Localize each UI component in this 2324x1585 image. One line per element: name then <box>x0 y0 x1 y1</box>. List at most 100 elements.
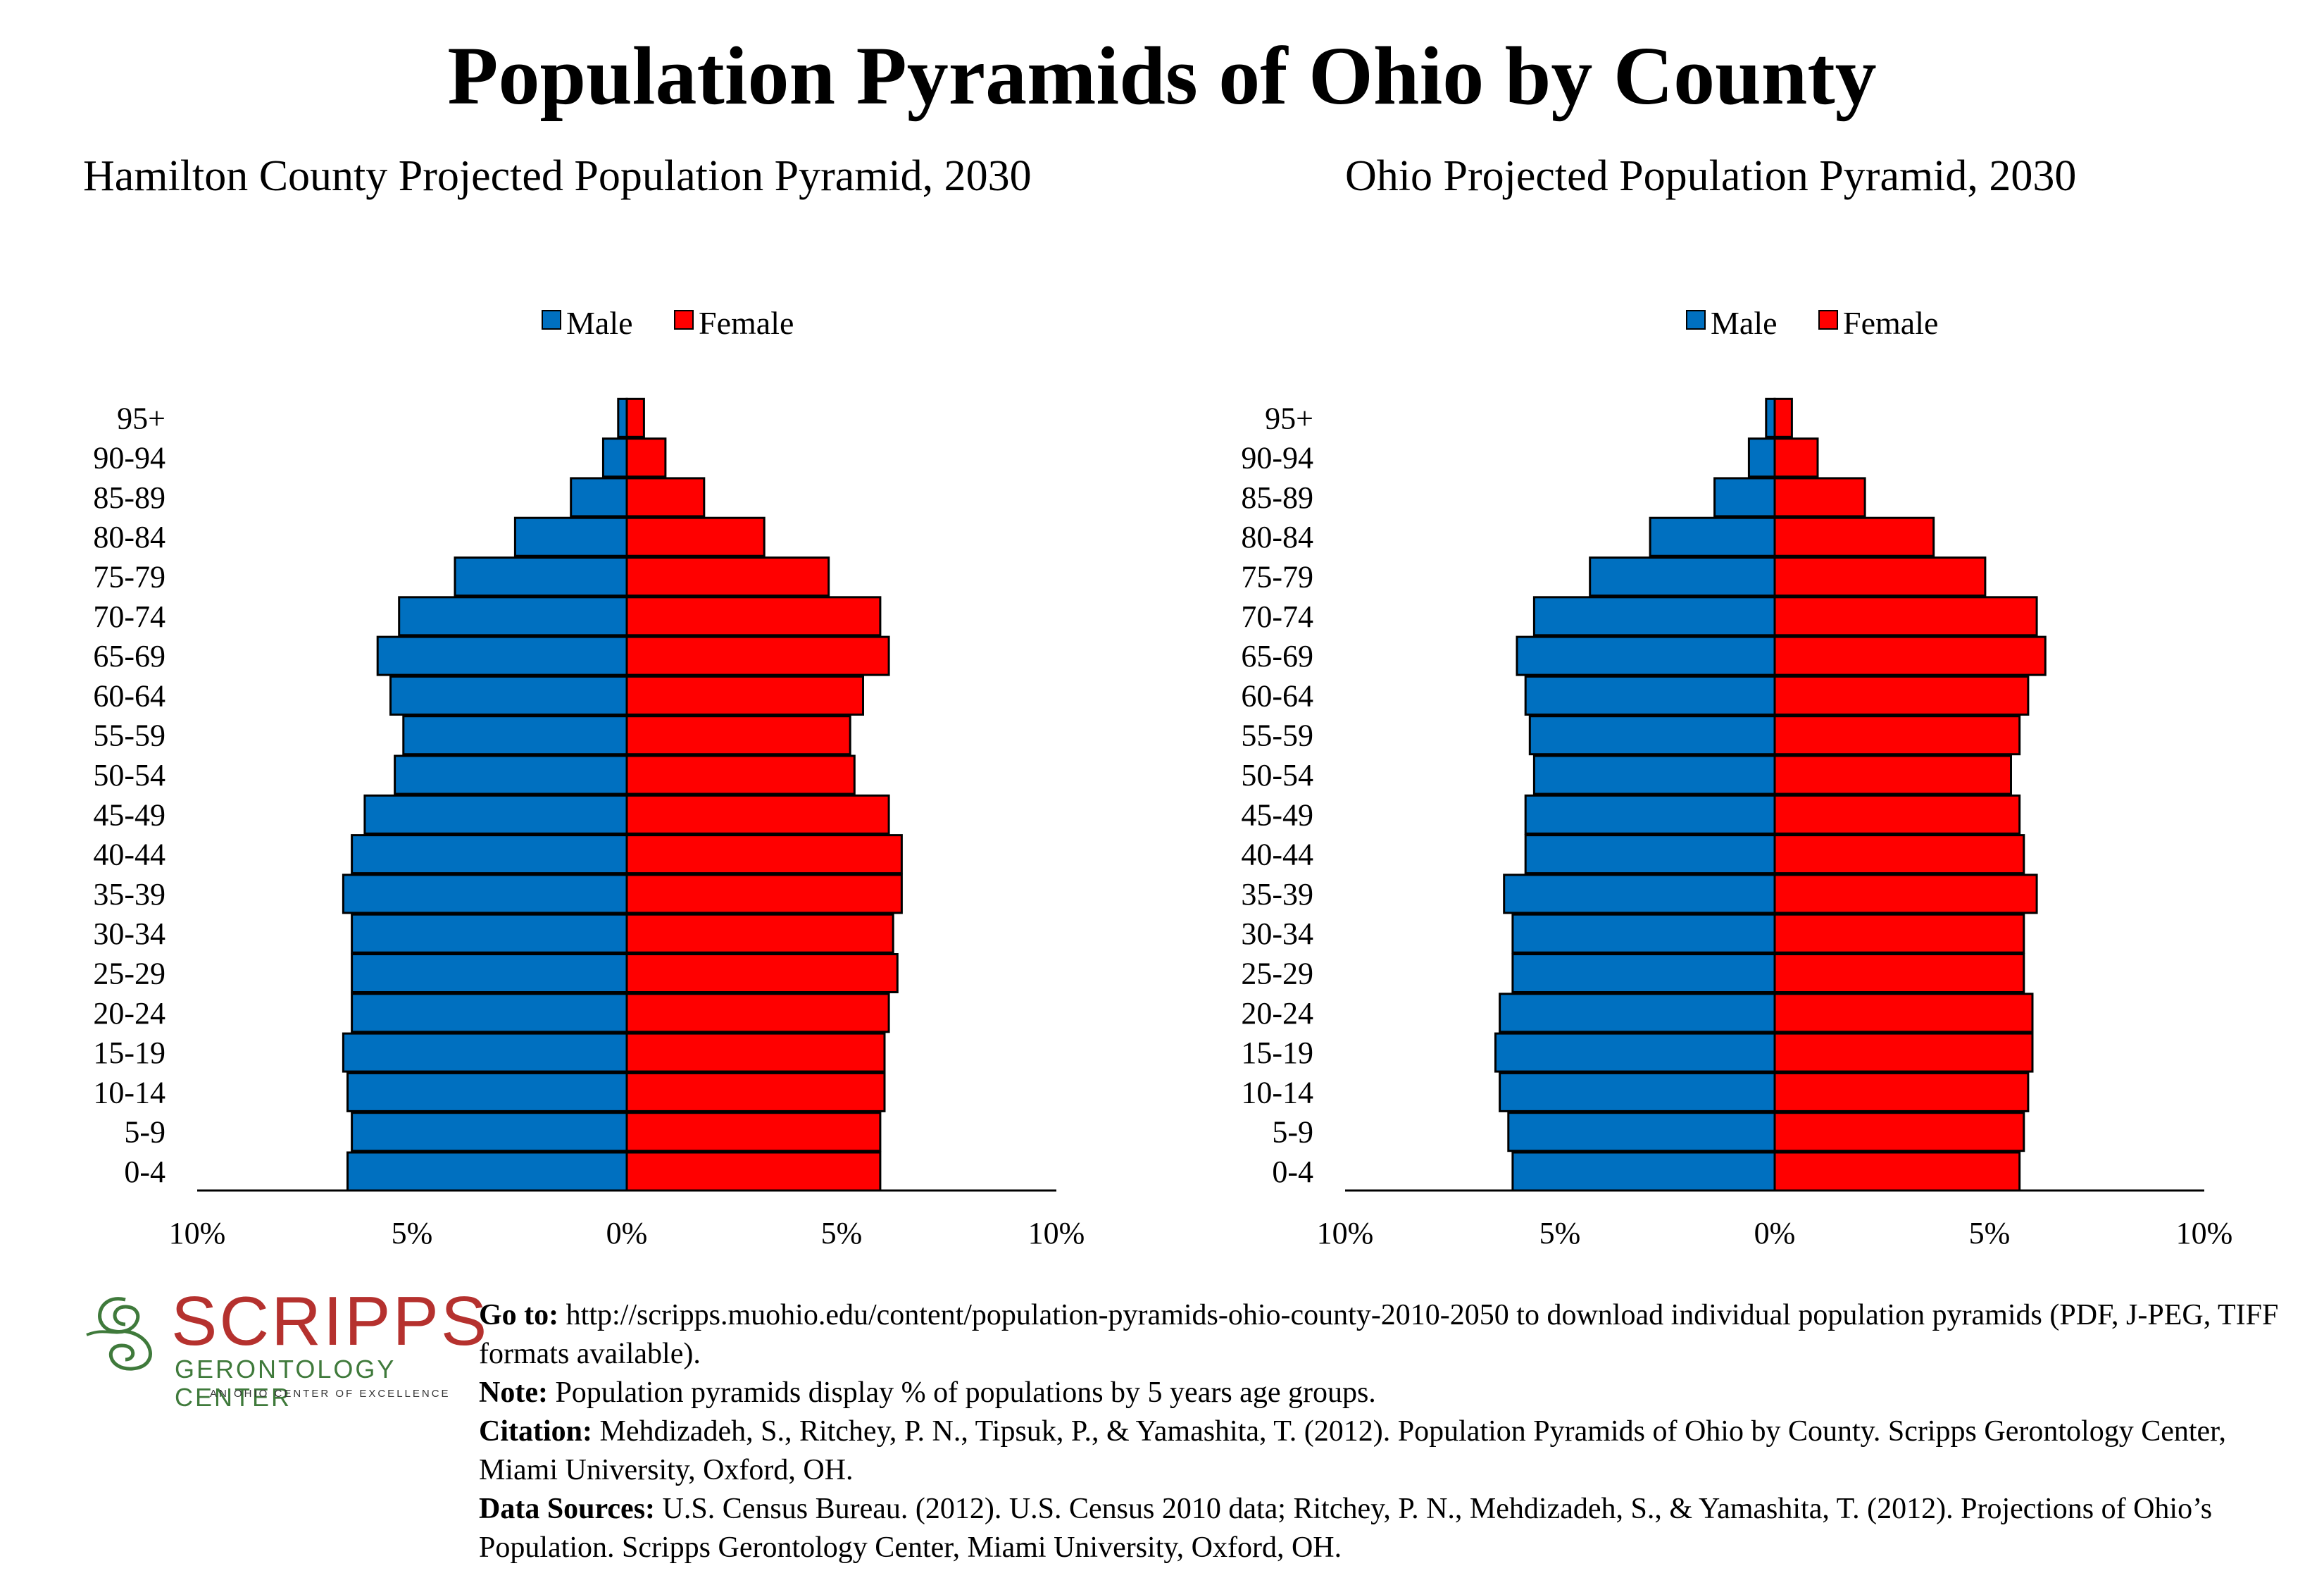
male-bar <box>1503 874 1776 914</box>
age-group-label: 60-64 <box>1241 678 1313 713</box>
x-tick-label: 5% <box>1969 1216 2011 1250</box>
male-bar <box>454 557 628 597</box>
female-bar <box>625 1032 886 1073</box>
x-tick-label: 10% <box>1317 1216 1374 1250</box>
age-group-label: 70-74 <box>93 599 165 634</box>
age-group-label: 35-39 <box>93 877 165 912</box>
male-bar <box>1494 1032 1776 1073</box>
x-tick-label: 5% <box>821 1216 863 1250</box>
male-bar <box>346 1071 628 1112</box>
pyramid-charts: Hamilton County Projected Population Pyr… <box>83 152 2232 1250</box>
age-group-label: 30-34 <box>1241 916 1313 951</box>
male-bar <box>351 834 628 875</box>
male-bar <box>1511 913 1776 954</box>
age-group-label: 45-49 <box>1241 797 1313 832</box>
legend-male-label: Male <box>566 305 633 341</box>
logo-wordmark: SCRIPPS <box>171 1282 489 1360</box>
age-group-label: 80-84 <box>1241 520 1313 554</box>
female-bar <box>1773 715 2021 756</box>
male-bar <box>351 993 628 1033</box>
male-bar <box>389 675 628 716</box>
male-bar <box>1649 516 1776 557</box>
female-bar <box>625 557 830 597</box>
female-bar <box>1773 516 1935 557</box>
chart-title: Hamilton County Projected Population Pyr… <box>83 152 1032 200</box>
logo-subtitle: GERONTOLOGY CENTER <box>175 1355 396 1412</box>
female-bar <box>1773 596 2038 637</box>
female-bar <box>625 993 890 1033</box>
chart-title: Ohio Projected Population Pyramid, 2030 <box>1345 152 2076 200</box>
female-bar <box>625 953 899 993</box>
age-group-label: 65-69 <box>93 639 165 673</box>
note-text: Population pyramids display % of populat… <box>555 1376 1376 1409</box>
age-group-label: 75-79 <box>93 560 165 595</box>
age-group-label: 80-84 <box>93 520 165 554</box>
age-group-label: 55-59 <box>1241 719 1313 753</box>
legend-female-label: Female <box>699 305 794 341</box>
age-group-label: 90-94 <box>1241 441 1313 476</box>
age-group-label: 50-54 <box>93 758 165 792</box>
male-bar <box>351 953 628 993</box>
female-bar <box>1773 1032 2034 1073</box>
logo-tagline: AN OHIO CENTER OF EXCELLENCE <box>210 1388 451 1400</box>
male-bar <box>1524 834 1776 875</box>
age-group-label: 40-44 <box>1241 838 1313 872</box>
female-bar <box>625 437 667 478</box>
female-bar <box>1773 1112 2025 1152</box>
male-bar <box>1499 1071 1776 1112</box>
age-group-label: 60-64 <box>93 678 165 713</box>
legend-male-swatch <box>1686 310 1706 330</box>
female-bar <box>625 874 903 914</box>
age-group-label: 65-69 <box>1241 639 1313 673</box>
age-group-label: 55-59 <box>93 719 165 753</box>
male-bar <box>363 794 628 835</box>
female-bar <box>625 477 706 518</box>
logo-swirl-icon <box>86 1297 152 1371</box>
female-bar <box>1773 675 2030 716</box>
female-bar <box>625 754 856 795</box>
female-bar <box>625 913 894 954</box>
female-bar <box>1773 913 2025 954</box>
notes-block: Go to: http://scripps.muohio.edu/content… <box>479 1296 2310 1567</box>
female-bar <box>625 715 851 756</box>
age-group-label: 70-74 <box>1241 599 1313 634</box>
x-tick-label: 10% <box>169 1216 226 1250</box>
female-bar <box>1773 397 1793 438</box>
legend-male-swatch <box>542 310 561 330</box>
male-bar <box>1532 596 1776 637</box>
legend-male-label: Male <box>1711 305 1778 341</box>
male-bar <box>346 1151 628 1192</box>
female-bar <box>1773 1151 2021 1192</box>
age-group-label: 15-19 <box>93 1036 165 1070</box>
female-bar <box>1773 477 1866 518</box>
age-group-label: 25-29 <box>93 957 165 991</box>
age-group-label: 85-89 <box>1241 480 1313 515</box>
female-bar <box>625 397 645 438</box>
x-tick-label: 0% <box>606 1216 648 1250</box>
female-bar <box>1773 437 1819 478</box>
female-bar <box>625 675 864 716</box>
x-tick-label: 0% <box>1754 1216 1796 1250</box>
male-bar <box>398 596 628 637</box>
male-bar <box>513 516 628 557</box>
male-bar <box>351 913 628 954</box>
female-bar <box>625 516 766 557</box>
male-bar <box>1511 953 1776 993</box>
legend-female-swatch <box>674 310 694 330</box>
age-group-label: 45-49 <box>93 797 165 832</box>
male-bar <box>570 477 628 518</box>
male-bar <box>342 874 628 914</box>
age-group-label: 50-54 <box>1241 758 1313 792</box>
legend-female-swatch <box>1818 310 1838 330</box>
male-bar <box>402 715 628 756</box>
female-bar <box>1773 834 2025 875</box>
age-group-label: 95+ <box>1265 401 1313 435</box>
female-bar <box>1773 754 2012 795</box>
female-bar <box>625 1071 886 1112</box>
age-group-label: 30-34 <box>93 916 165 951</box>
female-bar <box>625 794 890 835</box>
male-bar <box>1507 1112 1776 1152</box>
female-bar <box>625 635 890 676</box>
female-bar <box>625 1151 882 1192</box>
sources-text: U.S. Census Bureau. (2012). U.S. Census … <box>479 1493 2213 1564</box>
